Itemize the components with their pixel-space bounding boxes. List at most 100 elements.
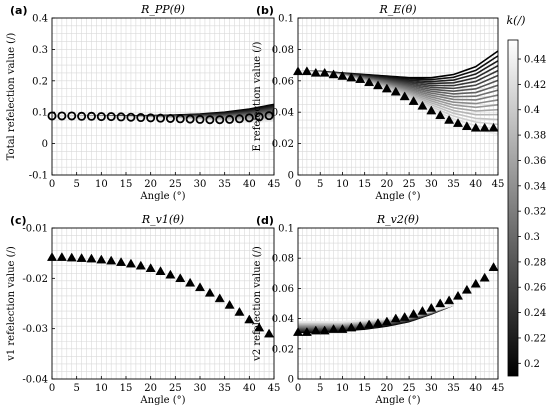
- data-point: [461, 284, 472, 294]
- data-point: [390, 86, 401, 96]
- x-tick-label: 5: [317, 383, 323, 394]
- data-point: [96, 112, 106, 122]
- data-point: [175, 273, 186, 283]
- y-axis-label: Total refelection value (/): [6, 33, 17, 161]
- data-point: [165, 113, 175, 123]
- data-point: [337, 324, 348, 333]
- data-point: [175, 114, 185, 124]
- data-point: [399, 311, 410, 321]
- data-point: [399, 91, 410, 101]
- x-tick-label: 20: [381, 179, 394, 190]
- y-tick-label: 0.04: [272, 108, 294, 119]
- data-point: [355, 74, 366, 83]
- data-point: [346, 72, 357, 82]
- data-point: [185, 277, 196, 287]
- y-tick-label: 0.3: [32, 45, 48, 56]
- y-axis-label: v1 refelection value (/): [6, 246, 17, 362]
- colorbar-tick-label: 0.2: [524, 359, 540, 370]
- data-point: [426, 302, 437, 312]
- data-point: [408, 308, 419, 318]
- colorbar-tick-label: 0.44: [524, 55, 546, 66]
- data-point: [205, 115, 215, 125]
- data-point: [47, 111, 57, 121]
- x-tick-label: 35: [447, 179, 460, 190]
- colorbar-tick-label: 0.28: [524, 257, 546, 268]
- data-point: [355, 321, 366, 330]
- data-point: [310, 67, 321, 77]
- x-tick-label: 45: [492, 383, 505, 394]
- data-point: [337, 70, 348, 80]
- data-point: [96, 254, 107, 264]
- data-markers: [47, 111, 274, 125]
- colorbar-tick-label: 0.34: [524, 181, 546, 192]
- x-tick-label: 15: [358, 179, 371, 190]
- data-point: [106, 255, 117, 265]
- y-axis-label: v2 refelection value (/): [252, 246, 263, 362]
- colorbar-tick-label: 0.3: [524, 232, 540, 243]
- y-tick-label: 0.06: [272, 284, 294, 295]
- x-tick-label: 15: [358, 383, 371, 394]
- data-point: [319, 325, 330, 335]
- data-point: [381, 83, 392, 93]
- x-tick-label: 25: [403, 383, 416, 394]
- data-point: [244, 314, 255, 324]
- x-tick-label: 45: [268, 383, 281, 394]
- data-point: [234, 114, 244, 124]
- y-tick-label: 0: [42, 139, 48, 150]
- x-tick-label: 25: [169, 383, 182, 394]
- colorbar-gradient: [507, 39, 519, 377]
- data-point: [214, 293, 225, 303]
- chart-title: R_E(θ): [378, 3, 416, 16]
- plot-frame: [297, 227, 499, 380]
- colorbar-tick-label: 0.26: [524, 283, 546, 294]
- y-tick-label: 0.08: [272, 45, 294, 56]
- x-tick-label: 10: [95, 383, 108, 394]
- data-markers: [292, 262, 499, 336]
- y-axis-label: E refelection value (/): [252, 41, 263, 151]
- data-point: [488, 262, 499, 271]
- y-tick-label: -0.04: [22, 375, 48, 386]
- data-point: [372, 318, 384, 327]
- panel-label: (b): [256, 4, 274, 17]
- y-tick-label: 0.2: [32, 76, 48, 87]
- data-point: [165, 269, 176, 279]
- data-point: [408, 96, 419, 105]
- data-point: [319, 67, 330, 77]
- x-tick-label: 5: [73, 179, 79, 190]
- x-tick-label: 15: [120, 179, 133, 190]
- data-point: [372, 80, 384, 90]
- data-markers: [292, 66, 499, 132]
- k-curve: [298, 304, 454, 323]
- y-tick-label: 0.04: [272, 314, 294, 325]
- data-point: [136, 113, 146, 123]
- data-point: [444, 295, 455, 305]
- data-point: [264, 111, 274, 121]
- data-point: [264, 328, 275, 338]
- x-tick-label: 5: [317, 179, 323, 190]
- data-point: [310, 325, 321, 335]
- y-tick-label: 0.06: [272, 76, 294, 87]
- data-point: [66, 252, 77, 262]
- chart-title: R_PP(θ): [140, 3, 185, 16]
- data-point: [292, 66, 304, 76]
- x-tick-label: 45: [492, 179, 505, 190]
- grid: [52, 228, 274, 379]
- y-tick-label: 0: [288, 171, 294, 182]
- colorbar-tick-label: 0.32: [524, 207, 546, 218]
- data-point: [417, 305, 428, 315]
- y-tick-label: 0.02: [272, 344, 294, 355]
- data-point: [116, 112, 126, 122]
- colorbar-label: k(/): [507, 14, 526, 27]
- x-tick-label: 40: [243, 383, 256, 394]
- data-point: [346, 322, 357, 332]
- x-tick-label: 25: [169, 179, 182, 190]
- data-point: [135, 260, 146, 270]
- data-point: [488, 122, 499, 132]
- y-tick-label: 0.4: [32, 14, 48, 25]
- data-point: [234, 306, 245, 316]
- chart-panel-4: 0 5 10 15 20 25 30 35 40 45 0 0.02 0.04 0.06 0.08 0.1 R_…: [252, 213, 504, 406]
- panel-label: (c): [10, 214, 27, 227]
- x-tick-label: 10: [95, 179, 108, 190]
- data-point: [254, 112, 264, 122]
